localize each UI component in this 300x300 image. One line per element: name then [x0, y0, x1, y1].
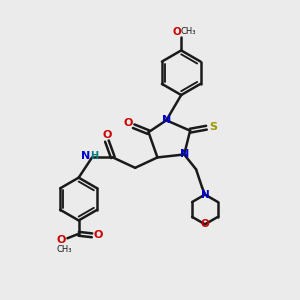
- Text: S: S: [209, 122, 217, 132]
- Text: H: H: [90, 151, 98, 161]
- Text: CH₃: CH₃: [181, 27, 197, 36]
- Text: O: O: [173, 27, 182, 37]
- Text: N: N: [201, 190, 209, 200]
- Text: N: N: [180, 149, 189, 160]
- Text: O: O: [57, 235, 66, 245]
- Text: O: O: [201, 219, 209, 229]
- Text: N: N: [81, 151, 90, 161]
- Text: O: O: [123, 118, 132, 128]
- Text: N: N: [162, 115, 171, 125]
- Text: O: O: [94, 230, 103, 240]
- Text: CH₃: CH₃: [57, 245, 72, 254]
- Text: O: O: [102, 130, 112, 140]
